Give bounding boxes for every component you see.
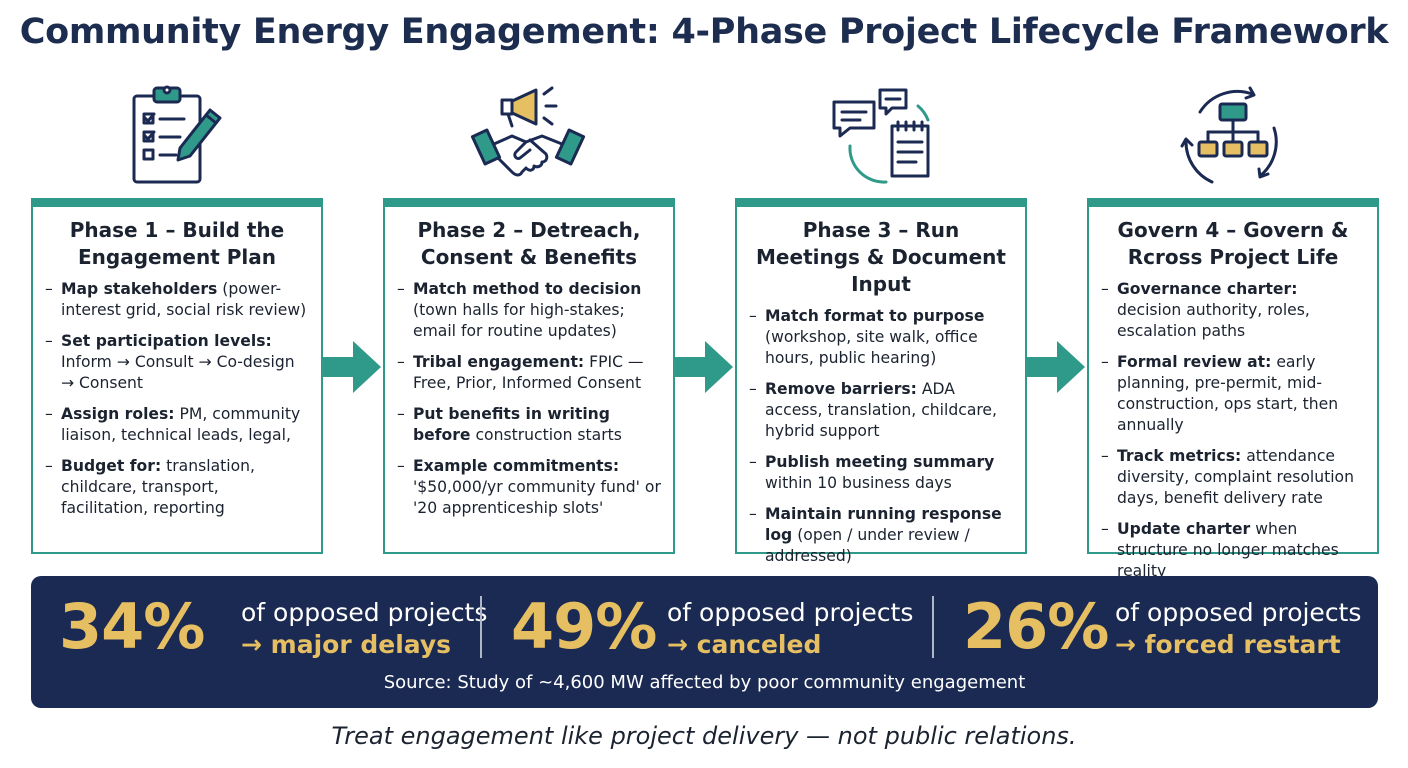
arrow-right-icon xyxy=(323,337,383,397)
list-item: Example commitments: '$50,000/yr communi… xyxy=(397,456,661,519)
stat-label: of opposed projects xyxy=(1115,598,1362,627)
phase-title: Phase 2 – Detreach, Consent & Benefits xyxy=(417,218,641,269)
list-item: Assign roles: PM, community liaison, tec… xyxy=(45,404,309,446)
megaphone-handshake-icon xyxy=(468,82,588,192)
stat-outcome: → canceled xyxy=(667,630,822,659)
list-item: Maintain running response log (open / un… xyxy=(749,504,1013,567)
phase-title: Phase 1 – Build the Engagement Plan xyxy=(69,218,285,269)
arrow-right-icon xyxy=(1027,337,1087,397)
phase-card-4: Govern 4 – Govern & Rcross Project Life … xyxy=(1087,198,1379,580)
list-item: Formal review at: early planning, pre-pe… xyxy=(1101,352,1365,436)
arrow-right-icon xyxy=(675,337,735,397)
source-note: Source: Study of ~4,600 MW affected by p… xyxy=(383,672,1026,693)
phase-items: Match method to decision (town halls for… xyxy=(397,279,661,519)
phase-title: Phase 3 – Run Meetings & Document Input xyxy=(756,218,1006,296)
list-item: Publish meeting summary within 10 busine… xyxy=(749,452,1013,494)
stats-banner: 34% of opposed projects → major delays 4… xyxy=(31,576,1378,708)
chat-bubbles-notepad-icon xyxy=(822,82,942,192)
list-item: Put benefits in writing before construct… xyxy=(397,404,661,446)
stat-outcome: → major delays xyxy=(241,630,452,659)
list-item: Map stakeholders (power-interest grid, s… xyxy=(45,279,309,321)
phase-card-1: Phase 1 – Build the Engagement Plan Map … xyxy=(31,198,323,554)
page-title: Community Energy Engagement: 4-Phase Pro… xyxy=(19,12,1389,52)
phase-title: Govern 4 – Govern & Rcross Project Life xyxy=(1117,218,1349,269)
list-item: Remove barriers: ADA access, translation… xyxy=(749,379,1013,442)
phase-items: Match format to purpose (workshop, site … xyxy=(749,306,1013,567)
list-item: Track metrics: attendance diversity, com… xyxy=(1101,446,1365,509)
stat-outcome: → forced restart xyxy=(1115,630,1341,659)
stat-value: 49% xyxy=(511,590,657,663)
footer-tagline: Treat engagement like project delivery —… xyxy=(331,722,1077,750)
stat-label: of opposed projects xyxy=(241,598,488,627)
list-item: Update charter when structure no longer … xyxy=(1101,519,1365,582)
phase-items: Map stakeholders (power-interest grid, s… xyxy=(45,279,309,519)
org-chart-cycle-icon xyxy=(1172,82,1292,192)
phase-card-2: Phase 2 – Detreach, Consent & Benefits M… xyxy=(383,198,675,554)
stat-block: 26% of opposed projects → forced restart xyxy=(963,590,1373,664)
list-item: Tribal engagement: FPIC — Free, Prior, I… xyxy=(397,352,661,394)
divider xyxy=(480,596,482,658)
phase-items: Governance charter: decision authority, … xyxy=(1101,279,1365,582)
stat-block: 49% of opposed projects → canceled xyxy=(511,590,931,664)
list-item: Budget for: translation, childcare, tran… xyxy=(45,456,309,519)
phase-card-3: Phase 3 – Run Meetings & Document Input … xyxy=(735,198,1027,565)
stat-label: of opposed projects xyxy=(667,598,914,627)
list-item: Governance charter: decision authority, … xyxy=(1101,279,1365,342)
list-item: Match format to purpose (workshop, site … xyxy=(749,306,1013,369)
stat-value: 26% xyxy=(963,590,1109,663)
list-item: Match method to decision (town halls for… xyxy=(397,279,661,342)
clipboard-checklist-pencil-icon xyxy=(118,82,238,192)
stat-value: 34% xyxy=(59,590,205,663)
list-item: Set participation levels: Inform → Consu… xyxy=(45,331,309,394)
stat-block: 34% of opposed projects → major delays xyxy=(59,590,487,664)
divider xyxy=(932,596,934,658)
